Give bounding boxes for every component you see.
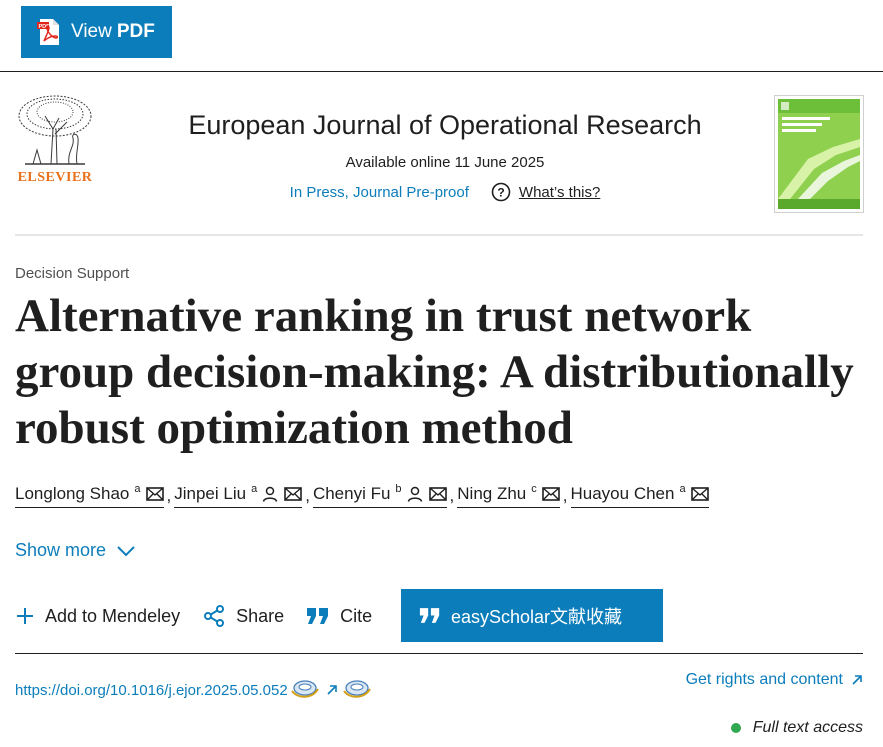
- divider: [15, 653, 863, 654]
- author-separator: ,: [449, 486, 455, 505]
- author-separator: ,: [305, 486, 310, 505]
- scholar-sticker-icon[interactable]: [342, 679, 372, 701]
- article-section: Decision Support: [15, 265, 130, 282]
- author-jinpei-liu[interactable]: Jinpei Liu a: [174, 483, 303, 508]
- mail-icon: [284, 487, 303, 501]
- access-label: Full text access: [752, 719, 863, 736]
- quote-icon: [307, 608, 329, 624]
- share-icon: [204, 605, 225, 627]
- access-status-dot: [730, 723, 741, 733]
- chevron-down-icon: [117, 545, 135, 556]
- person-icon: [407, 486, 422, 502]
- top-bar: PDF View PDF: [0, 0, 883, 72]
- quote-icon: [419, 608, 440, 623]
- publisher-name: ELSEVIER: [17, 170, 93, 185]
- access-indicator: Full text access: [730, 719, 863, 737]
- elsevier-tree-icon: [18, 95, 92, 165]
- author-affiliation: b: [395, 483, 402, 495]
- svg-text:PDF: PDF: [39, 24, 51, 30]
- add-to-mendeley-label: Add to Mendeley: [45, 605, 181, 626]
- pdf-icon: PDF: [37, 19, 59, 45]
- view-pdf-label-view: View: [71, 21, 112, 42]
- get-rights-link[interactable]: Get rights and content: [686, 671, 863, 689]
- easyscholar-label: easyScholar文献收藏: [451, 606, 623, 627]
- author-separator: ,: [166, 486, 172, 505]
- share-label: Share: [236, 605, 285, 626]
- doi-link[interactable]: https://doi.org/10.1016/j.ejor.2025.05.0…: [15, 681, 288, 699]
- easyscholar-button[interactable]: easyScholar文献收藏: [401, 589, 663, 642]
- author-list: Longlong Shao a , Jinpei Liu a , Chenyi …: [15, 483, 875, 508]
- author-name: Chenyi Fu: [312, 484, 391, 503]
- author-separator: ,: [562, 486, 568, 505]
- share-button[interactable]: Share: [202, 604, 284, 628]
- external-arrow-icon: [852, 675, 862, 685]
- author-name: Huayou Chen: [570, 484, 675, 503]
- external-arrow-icon: [327, 685, 337, 695]
- add-to-mendeley-button[interactable]: Add to Mendeley: [15, 606, 180, 627]
- author-name: Ning Zhu: [457, 484, 527, 503]
- person-icon: [262, 486, 278, 502]
- author-chenyi-fu[interactable]: Chenyi Fu b: [312, 483, 447, 508]
- cite-label: Cite: [340, 605, 373, 626]
- show-more-button[interactable]: Show more: [15, 540, 136, 561]
- scholar-sticker-icon[interactable]: [290, 679, 320, 701]
- article-title: Alternative ranking in trust network gro…: [15, 290, 854, 454]
- doi-row: https://doi.org/10.1016/j.ejor.2025.05.0…: [15, 679, 372, 701]
- elsevier-logo[interactable]: ELSEVIER: [15, 94, 95, 185]
- svg-text:?: ?: [497, 186, 504, 200]
- in-press-link[interactable]: In Press, Journal Pre-proof: [289, 183, 469, 201]
- journal-cover-image[interactable]: [774, 95, 864, 213]
- author-affiliation: a: [679, 483, 686, 495]
- journal-header: ELSEVIER European Journal of Operational…: [15, 92, 864, 236]
- whats-this-link[interactable]: What’s this?: [518, 183, 601, 201]
- author-affiliation: a: [251, 483, 258, 495]
- author-affiliation: a: [134, 483, 141, 495]
- author-huayou-chen[interactable]: Huayou Chen a: [570, 483, 709, 508]
- show-more-label: Show more: [15, 540, 107, 560]
- cite-button[interactable]: Cite: [306, 606, 372, 627]
- question-icon: ?: [491, 182, 511, 202]
- view-pdf-button[interactable]: PDF View PDF: [21, 6, 172, 58]
- journal-cover-icon: [778, 99, 860, 209]
- journal-title[interactable]: European Journal of Operational Research: [188, 110, 702, 140]
- author-affiliation: c: [531, 483, 537, 495]
- author-ning-zhu[interactable]: Ning Zhu c: [457, 483, 560, 508]
- mail-icon: [690, 487, 709, 501]
- get-rights-label: Get rights and content: [685, 671, 843, 688]
- mail-icon: [145, 487, 164, 501]
- view-pdf-label-pdf: PDF: [116, 21, 155, 42]
- plus-icon: [17, 608, 33, 624]
- status-row: In Press, Journal Pre-proof ? What’s thi…: [125, 182, 765, 202]
- author-name: Longlong Shao: [15, 484, 130, 503]
- author-longlong-shao[interactable]: Longlong Shao a: [15, 483, 164, 508]
- author-name: Jinpei Liu: [174, 484, 247, 503]
- mail-icon: [541, 487, 560, 501]
- article-actions: Add to Mendeley Share Cite: [15, 598, 394, 634]
- mail-icon: [428, 487, 447, 501]
- available-online: Available online 11 June 2025: [345, 154, 545, 171]
